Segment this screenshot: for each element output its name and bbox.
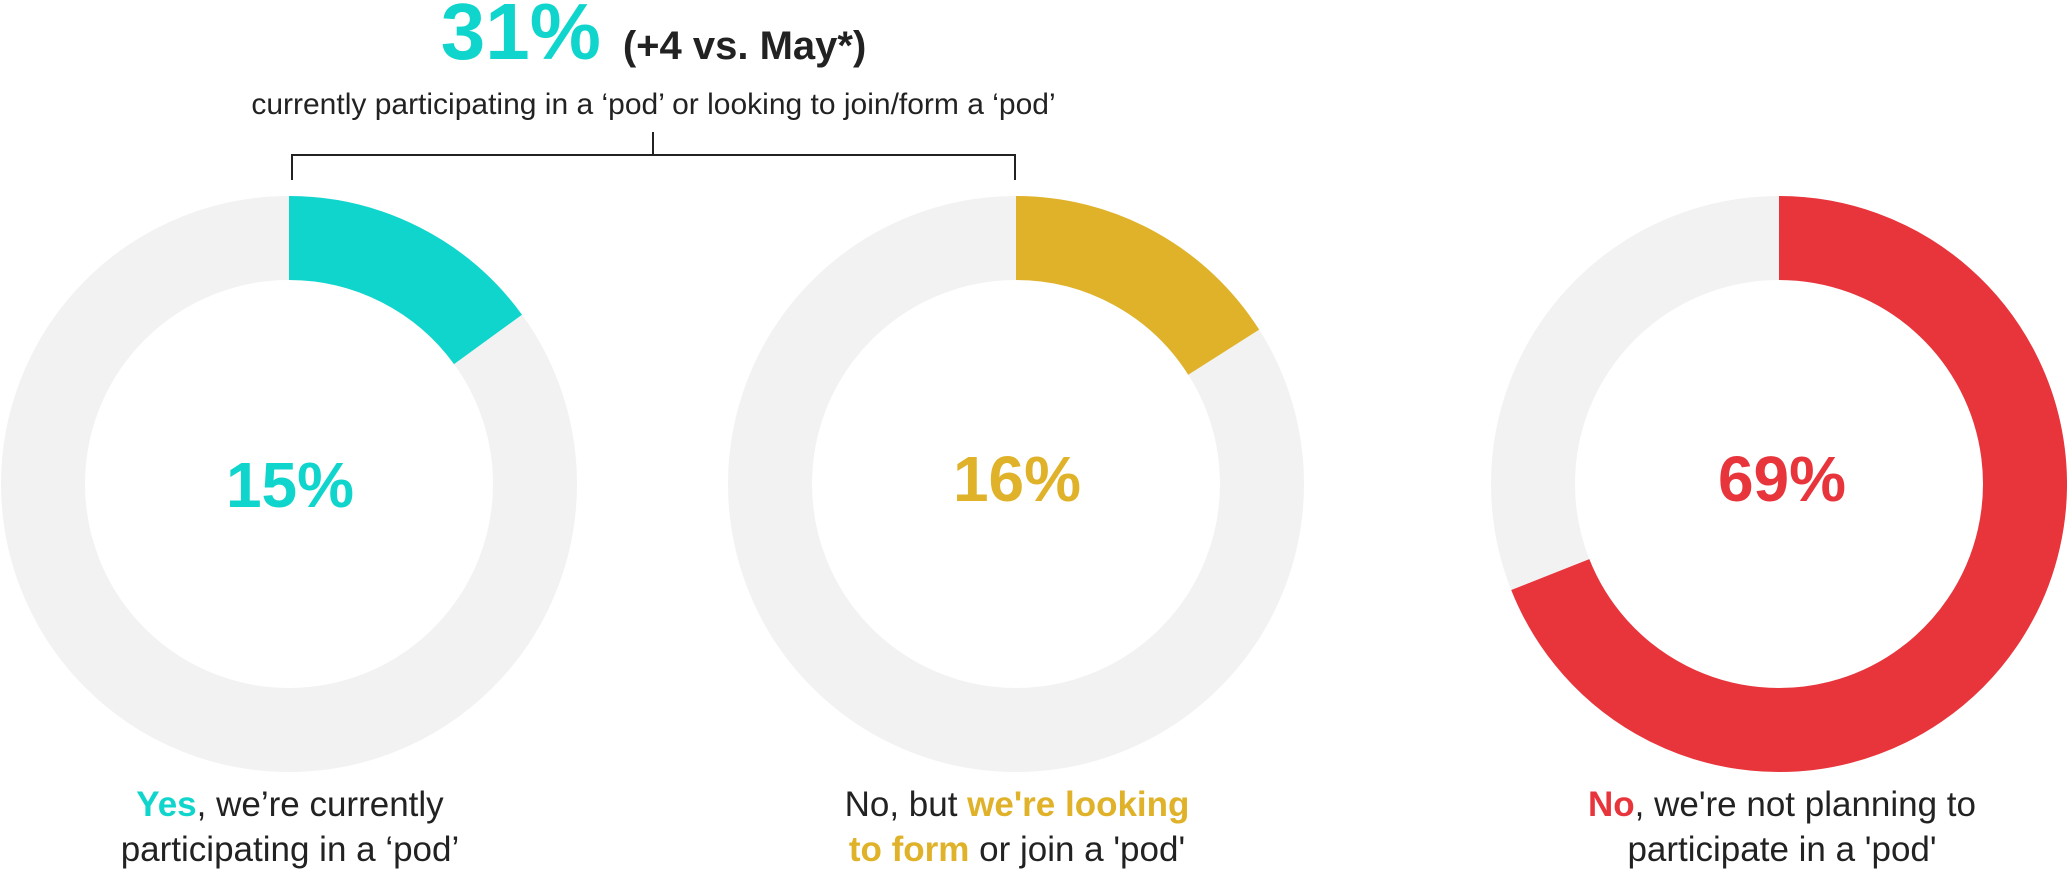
caption-highlight: to form	[848, 830, 970, 869]
caption-highlight: we're looking	[967, 785, 1190, 824]
caption-text: participating in a ‘pod’	[120, 830, 460, 869]
value-label-no: 69%	[1717, 443, 1847, 515]
donut-arc-yes	[288, 196, 522, 365]
headline-subtitle: currently participating in a ‘pod’ or lo…	[251, 88, 1056, 121]
combined-bracket	[291, 132, 1016, 180]
headline: 31% (+4 vs. May*)	[0, 0, 1307, 86]
donut-arc-no	[1511, 196, 2067, 772]
caption-highlight: Yes	[136, 785, 197, 824]
value-label-yes: 15%	[225, 449, 355, 521]
caption-no: No, we're not planning to participate in…	[1502, 782, 2062, 872]
donut-arc-looking	[1015, 196, 1260, 376]
caption-text: , we're not planning to	[1634, 785, 1976, 824]
caption-text: No, but	[844, 785, 968, 824]
caption-text: or join a 'pod'	[969, 830, 1186, 869]
caption-highlight: No	[1587, 785, 1635, 824]
caption-text: participate in a 'pod'	[1627, 830, 1937, 869]
change-vs-may: (+4 vs. May*)	[622, 24, 867, 68]
caption-looking: No, but we're looking to form or join a …	[737, 782, 1297, 872]
value-label-looking: 16%	[952, 443, 1082, 515]
combined-percentage: 31%	[440, 0, 601, 76]
caption-text: , we’re currently	[196, 785, 444, 824]
caption-yes: Yes, we’re currently participating in a …	[10, 782, 570, 872]
